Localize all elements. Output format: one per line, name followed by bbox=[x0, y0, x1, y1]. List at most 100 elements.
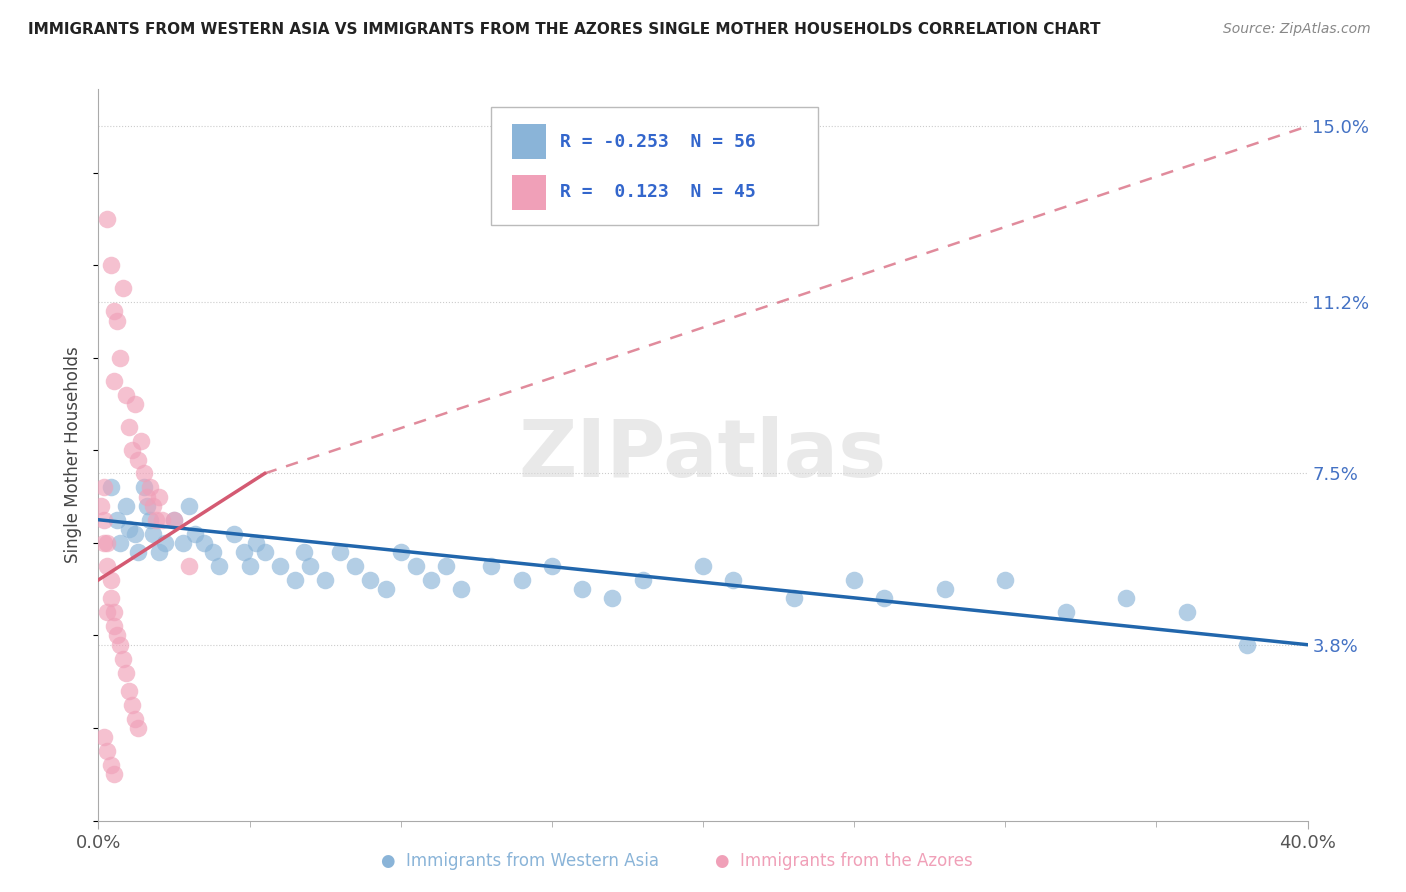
Point bbox=[314, 573, 336, 587]
Point bbox=[105, 513, 128, 527]
Point bbox=[103, 619, 125, 633]
Point bbox=[93, 731, 115, 745]
Point bbox=[934, 582, 956, 597]
Point bbox=[127, 452, 149, 467]
Point bbox=[1175, 605, 1198, 619]
Point bbox=[994, 573, 1017, 587]
Point bbox=[389, 545, 412, 559]
Point bbox=[202, 545, 225, 559]
Point bbox=[100, 258, 122, 272]
Point bbox=[132, 467, 155, 481]
Point bbox=[142, 499, 165, 513]
Point bbox=[100, 480, 122, 494]
Point bbox=[127, 721, 149, 735]
Point bbox=[135, 490, 157, 504]
Text: Source: ZipAtlas.com: Source: ZipAtlas.com bbox=[1223, 22, 1371, 37]
Point bbox=[208, 559, 231, 574]
Point bbox=[844, 573, 866, 587]
Point bbox=[253, 545, 276, 559]
Point bbox=[631, 573, 654, 587]
Point bbox=[292, 545, 315, 559]
Point bbox=[420, 573, 443, 587]
Point bbox=[139, 480, 162, 494]
Point bbox=[108, 638, 131, 652]
FancyBboxPatch shape bbox=[492, 108, 818, 225]
Point bbox=[540, 559, 562, 574]
Point bbox=[329, 545, 352, 559]
Point bbox=[96, 744, 118, 758]
Point bbox=[142, 526, 165, 541]
Point bbox=[1236, 638, 1258, 652]
Text: ●  Immigrants from Western Asia: ● Immigrants from Western Asia bbox=[381, 852, 659, 870]
Point bbox=[783, 591, 806, 606]
Point bbox=[103, 605, 125, 619]
Point bbox=[179, 559, 201, 574]
Point bbox=[96, 559, 118, 574]
Text: R = -0.253  N = 56: R = -0.253 N = 56 bbox=[561, 133, 756, 151]
Point bbox=[93, 513, 115, 527]
Point bbox=[103, 374, 125, 388]
Point bbox=[184, 526, 207, 541]
Point bbox=[360, 573, 382, 587]
Point bbox=[1054, 605, 1077, 619]
Point bbox=[105, 628, 128, 642]
Point bbox=[108, 351, 131, 365]
Point bbox=[132, 480, 155, 494]
Point bbox=[450, 582, 472, 597]
Text: R =  0.123  N = 45: R = 0.123 N = 45 bbox=[561, 184, 756, 202]
Point bbox=[1115, 591, 1137, 606]
Point bbox=[105, 313, 128, 327]
Point bbox=[153, 536, 176, 550]
Point bbox=[179, 499, 201, 513]
Point bbox=[434, 559, 457, 574]
Point bbox=[172, 536, 194, 550]
Point bbox=[602, 591, 624, 606]
Point bbox=[100, 758, 122, 772]
Point bbox=[193, 536, 215, 550]
Point bbox=[124, 526, 146, 541]
Point bbox=[96, 536, 118, 550]
Point bbox=[121, 698, 143, 712]
Point bbox=[118, 522, 141, 536]
Point bbox=[163, 513, 186, 527]
Point bbox=[284, 573, 307, 587]
Point bbox=[114, 499, 136, 513]
Point bbox=[114, 388, 136, 402]
Text: ●  Immigrants from the Azores: ● Immigrants from the Azores bbox=[714, 852, 973, 870]
Point bbox=[139, 513, 162, 527]
Point bbox=[118, 420, 141, 434]
Point bbox=[239, 559, 262, 574]
Point bbox=[224, 526, 246, 541]
Point bbox=[111, 651, 134, 665]
Point bbox=[692, 559, 714, 574]
Point bbox=[481, 559, 503, 574]
Point bbox=[121, 443, 143, 458]
Y-axis label: Single Mother Households: Single Mother Households bbox=[65, 347, 83, 563]
Bar bbox=[512, 124, 546, 160]
Point bbox=[299, 559, 322, 574]
Point bbox=[723, 573, 745, 587]
Point bbox=[245, 536, 267, 550]
Bar bbox=[512, 175, 546, 210]
Point bbox=[103, 767, 125, 781]
Point bbox=[232, 545, 254, 559]
Point bbox=[344, 559, 367, 574]
Point bbox=[124, 397, 146, 411]
Point bbox=[135, 499, 157, 513]
Point bbox=[148, 490, 170, 504]
Point bbox=[100, 573, 122, 587]
Point bbox=[111, 281, 134, 295]
Point bbox=[374, 582, 396, 597]
Point bbox=[510, 573, 533, 587]
Point bbox=[405, 559, 427, 574]
Point bbox=[145, 513, 167, 527]
Point bbox=[148, 545, 170, 559]
Point bbox=[269, 559, 291, 574]
Point bbox=[124, 712, 146, 726]
Point bbox=[103, 304, 125, 318]
Point bbox=[129, 434, 152, 448]
Point bbox=[96, 605, 118, 619]
Point bbox=[96, 211, 118, 226]
Point bbox=[118, 684, 141, 698]
Point bbox=[571, 582, 593, 597]
